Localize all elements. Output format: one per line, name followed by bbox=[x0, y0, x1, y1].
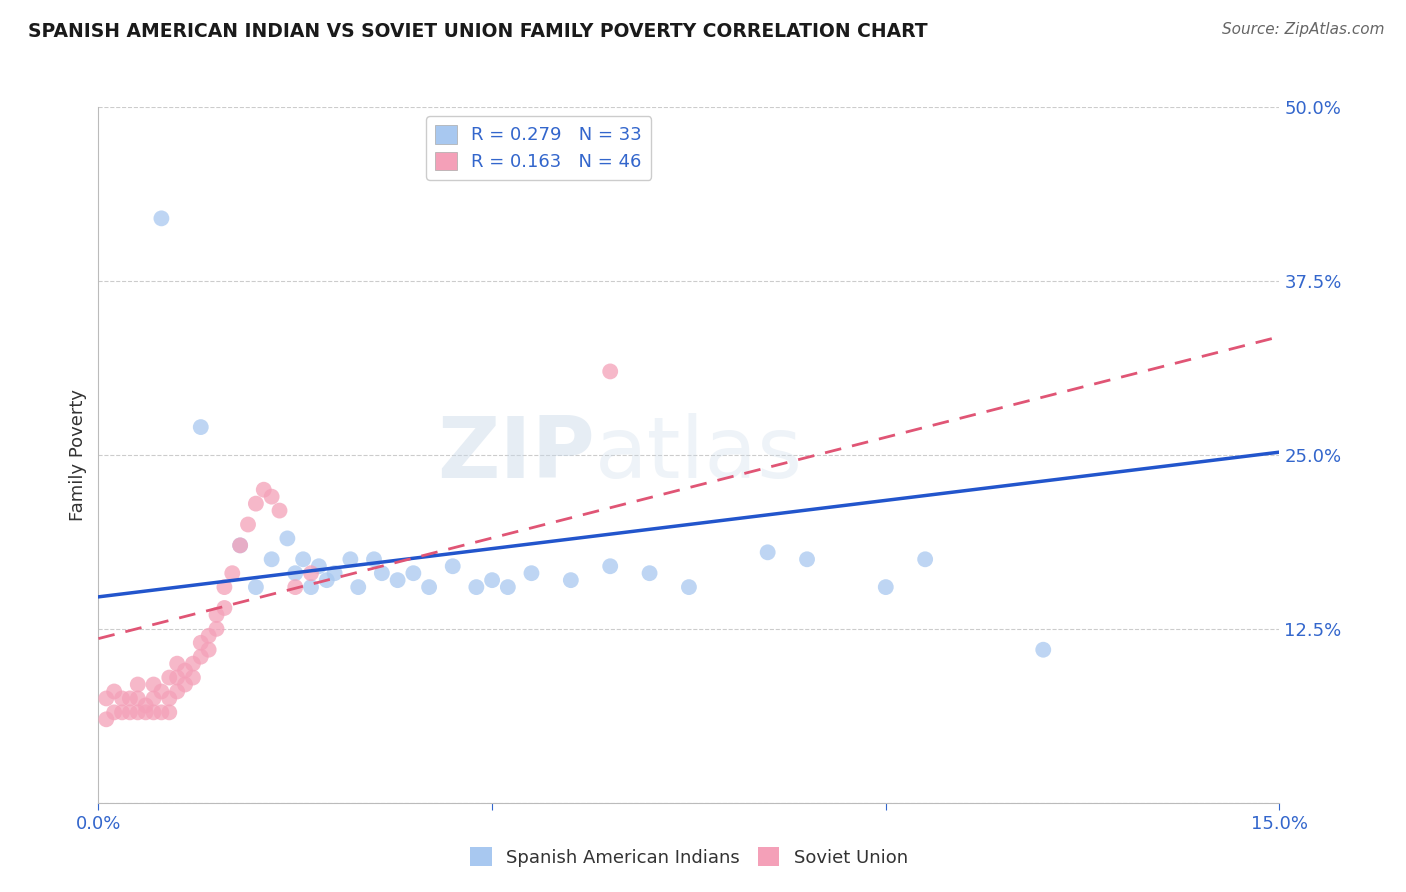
Point bbox=[914, 552, 936, 566]
Point bbox=[441, 559, 464, 574]
Point bbox=[174, 664, 197, 678]
Point bbox=[299, 566, 322, 581]
Point bbox=[520, 566, 543, 581]
Point bbox=[678, 580, 700, 594]
Point bbox=[638, 566, 661, 581]
Legend: Spanish American Indians, Soviet Union: Spanish American Indians, Soviet Union bbox=[463, 840, 915, 874]
Point bbox=[299, 580, 322, 594]
Point bbox=[756, 545, 779, 559]
Point bbox=[418, 580, 440, 594]
Point bbox=[118, 691, 141, 706]
Point bbox=[323, 566, 346, 581]
Point bbox=[166, 657, 188, 671]
Point bbox=[339, 552, 361, 566]
Point bbox=[157, 691, 180, 706]
Point bbox=[166, 684, 188, 698]
Point bbox=[363, 552, 385, 566]
Point bbox=[150, 684, 173, 698]
Point bbox=[402, 566, 425, 581]
Point bbox=[796, 552, 818, 566]
Point bbox=[465, 580, 488, 594]
Point bbox=[236, 517, 259, 532]
Point bbox=[142, 677, 165, 691]
Point bbox=[127, 706, 149, 720]
Point bbox=[150, 706, 173, 720]
Point bbox=[1032, 642, 1054, 657]
Point bbox=[166, 671, 188, 685]
Text: Source: ZipAtlas.com: Source: ZipAtlas.com bbox=[1222, 22, 1385, 37]
Point bbox=[347, 580, 370, 594]
Point bbox=[174, 677, 197, 691]
Point bbox=[135, 698, 157, 713]
Point bbox=[308, 559, 330, 574]
Point bbox=[284, 566, 307, 581]
Point bbox=[127, 691, 149, 706]
Point bbox=[118, 706, 141, 720]
Point bbox=[276, 532, 298, 546]
Point bbox=[197, 629, 219, 643]
Point bbox=[214, 601, 236, 615]
Point bbox=[481, 573, 503, 587]
Point bbox=[229, 538, 252, 552]
Point bbox=[496, 580, 519, 594]
Point bbox=[599, 559, 621, 574]
Point bbox=[181, 671, 204, 685]
Point bbox=[253, 483, 276, 497]
Point bbox=[205, 622, 228, 636]
Point bbox=[103, 706, 125, 720]
Point bbox=[96, 691, 118, 706]
Point bbox=[221, 566, 243, 581]
Point bbox=[371, 566, 394, 581]
Point bbox=[127, 677, 149, 691]
Point bbox=[190, 420, 212, 434]
Text: ZIP: ZIP bbox=[437, 413, 595, 497]
Y-axis label: Family Poverty: Family Poverty bbox=[69, 389, 87, 521]
Point bbox=[135, 706, 157, 720]
Point bbox=[599, 364, 621, 378]
Point bbox=[205, 607, 228, 622]
Point bbox=[190, 649, 212, 664]
Point bbox=[875, 580, 897, 594]
Point bbox=[181, 657, 204, 671]
Point bbox=[260, 552, 283, 566]
Point bbox=[111, 691, 134, 706]
Point bbox=[150, 211, 173, 226]
Point bbox=[245, 580, 267, 594]
Point bbox=[157, 671, 180, 685]
Point bbox=[197, 642, 219, 657]
Point bbox=[560, 573, 582, 587]
Text: SPANISH AMERICAN INDIAN VS SOVIET UNION FAMILY POVERTY CORRELATION CHART: SPANISH AMERICAN INDIAN VS SOVIET UNION … bbox=[28, 22, 928, 41]
Point bbox=[214, 580, 236, 594]
Point bbox=[387, 573, 409, 587]
Point bbox=[142, 706, 165, 720]
Point bbox=[269, 503, 291, 517]
Point bbox=[315, 573, 337, 587]
Point bbox=[245, 497, 267, 511]
Point bbox=[157, 706, 180, 720]
Point bbox=[284, 580, 307, 594]
Point bbox=[292, 552, 315, 566]
Point bbox=[229, 538, 252, 552]
Point bbox=[142, 691, 165, 706]
Point bbox=[96, 712, 118, 726]
Point bbox=[103, 684, 125, 698]
Point bbox=[111, 706, 134, 720]
Text: atlas: atlas bbox=[595, 413, 803, 497]
Point bbox=[190, 636, 212, 650]
Point bbox=[260, 490, 283, 504]
